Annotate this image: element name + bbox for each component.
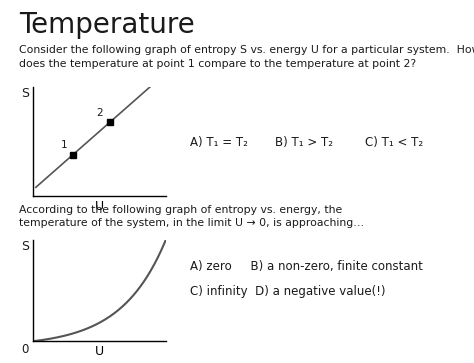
Text: Temperature: Temperature xyxy=(19,11,195,39)
Text: 0: 0 xyxy=(21,343,28,356)
Text: A) T₁ = T₂: A) T₁ = T₂ xyxy=(190,136,247,149)
Text: B) T₁ > T₂: B) T₁ > T₂ xyxy=(275,136,333,149)
Text: A) zero     B) a non-zero, finite constant: A) zero B) a non-zero, finite constant xyxy=(190,260,422,273)
Text: C) infinity  D) a negative value(!): C) infinity D) a negative value(!) xyxy=(190,285,385,298)
Text: 2: 2 xyxy=(96,107,103,118)
Text: Consider the following graph of entropy S vs. energy U for a particular system. : Consider the following graph of entropy … xyxy=(19,45,474,69)
Text: C) T₁ < T₂: C) T₁ < T₂ xyxy=(365,136,423,149)
Text: 1: 1 xyxy=(60,140,67,150)
Text: According to the following graph of entropy vs. energy, the
temperature of the s: According to the following graph of entr… xyxy=(19,205,364,228)
X-axis label: U: U xyxy=(95,345,104,358)
X-axis label: U: U xyxy=(95,200,104,213)
Text: S: S xyxy=(21,240,29,253)
Text: S: S xyxy=(21,87,29,100)
